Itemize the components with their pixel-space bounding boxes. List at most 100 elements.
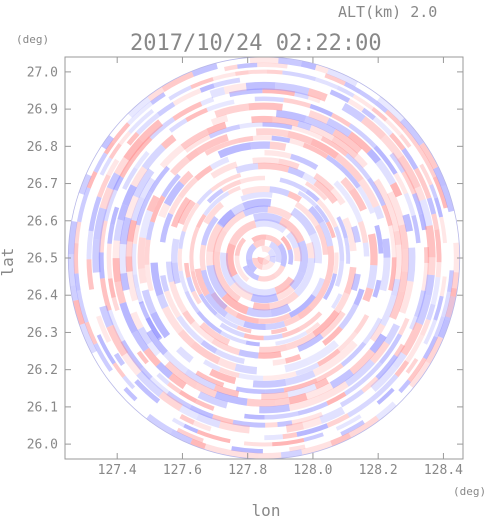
echo-segment: [236, 367, 257, 371]
echo-segment: [253, 160, 279, 161]
echo-segment: [205, 447, 228, 453]
echo-segment: [201, 86, 214, 91]
echo-segment: [244, 324, 266, 327]
echo-segment: [265, 425, 277, 426]
echo-segment: [230, 244, 235, 275]
echo-segment: [239, 352, 258, 355]
echo-segment: [284, 100, 311, 106]
echo-segment: [147, 265, 151, 291]
echo-segment: [249, 72, 267, 73]
echo-segment: [238, 138, 253, 140]
echo-segment: [191, 442, 205, 447]
echo-segment: [286, 426, 303, 429]
echo-segment: [191, 251, 192, 272]
echo-segment: [264, 437, 283, 438]
echo-segment: [266, 324, 285, 327]
echo-segment: [400, 381, 409, 392]
echo-segment: [192, 227, 198, 250]
echo-segment: [129, 242, 130, 257]
echo-segment: [301, 64, 315, 68]
echo-segment: [383, 258, 387, 291]
echo-segment: [378, 404, 395, 418]
y-tick-label: 26.4: [27, 289, 58, 304]
echo-segment: [237, 65, 257, 67]
echo-segment: [117, 220, 121, 241]
x-unit-label: (deg): [453, 485, 486, 498]
echo-segment: [141, 238, 143, 269]
echo-segment: [244, 335, 263, 338]
echo-segment: [289, 396, 306, 400]
echo-segment: [174, 239, 176, 263]
echo-segment: [257, 65, 287, 67]
chart-title: 2017/10/24 02:22:00: [130, 31, 382, 56]
echo-segment: [162, 205, 168, 217]
echo-segment: [237, 239, 244, 256]
echo-segment: [71, 221, 74, 254]
echo-segment: [261, 257, 263, 261]
echo-segment: [346, 238, 348, 264]
echo-segment: [124, 377, 134, 388]
echo-segment: [263, 124, 292, 127]
echo-segment: [258, 166, 289, 170]
x-axis-label: lon: [252, 501, 281, 520]
echo-segment: [73, 286, 76, 301]
echo-segment: [429, 198, 434, 214]
echo-segment: [89, 231, 91, 259]
echo-segment: [253, 382, 286, 384]
echo-segment: [249, 246, 255, 259]
echo-segment: [123, 244, 124, 273]
echo-segment: [272, 138, 290, 141]
echo-segment: [252, 297, 277, 299]
echo-segment: [225, 67, 238, 69]
echo-segment: [394, 279, 397, 295]
echo-segment: [265, 153, 291, 157]
echo-segment: [370, 265, 374, 288]
echo-segment: [163, 214, 171, 242]
echo-segment: [213, 74, 235, 79]
echo-segment: [273, 361, 286, 363]
echo-segment: [298, 409, 313, 413]
echo-segment: [96, 239, 97, 272]
y-tick-label: 26.2: [27, 363, 58, 378]
echo-segment: [286, 357, 301, 362]
echo-segment: [290, 250, 291, 265]
y-tick-label: 26.6: [27, 214, 58, 229]
echo-segment: [303, 420, 321, 425]
y-tick-label: 26.0: [27, 438, 58, 453]
echo-segment: [335, 253, 337, 274]
echo-segment: [116, 258, 118, 282]
echo-segment: [112, 207, 117, 224]
echo-segment: [180, 249, 181, 271]
echo-segment: [241, 178, 266, 182]
echo-segment: [366, 243, 367, 257]
echo-segment: [184, 426, 197, 432]
x-tick-label: 128.4: [424, 463, 463, 478]
echo-segment: [356, 289, 362, 304]
altitude-label: ALT(km) 2.0: [338, 3, 437, 21]
echo-segment: [263, 260, 266, 261]
y-axis-label: lat: [0, 248, 17, 277]
echo-segment: [270, 145, 286, 147]
echo-segment: [160, 295, 165, 308]
echo-segment: [406, 215, 410, 232]
echo-segment: [196, 168, 211, 179]
echo-segment: [248, 311, 272, 314]
echo-segment: [110, 279, 114, 298]
echo-segment: [398, 245, 400, 279]
echo-segment: [129, 257, 130, 272]
echo-segment: [313, 403, 327, 409]
echo-segment: [246, 86, 275, 87]
echo-segment: [405, 249, 406, 271]
echo-segment: [442, 277, 445, 297]
y-tick-label: 27.0: [27, 65, 58, 80]
echo-segment: [249, 106, 283, 107]
echo-segment: [266, 256, 267, 259]
echo-segment: [283, 435, 297, 437]
echo-segment: [281, 452, 302, 455]
echo-segment: [121, 205, 126, 220]
echo-segment: [431, 257, 432, 275]
echo-segment: [276, 401, 290, 403]
x-tick-label: 128.0: [293, 463, 332, 478]
echo-segment: [179, 349, 192, 360]
echo-field: [71, 60, 457, 457]
